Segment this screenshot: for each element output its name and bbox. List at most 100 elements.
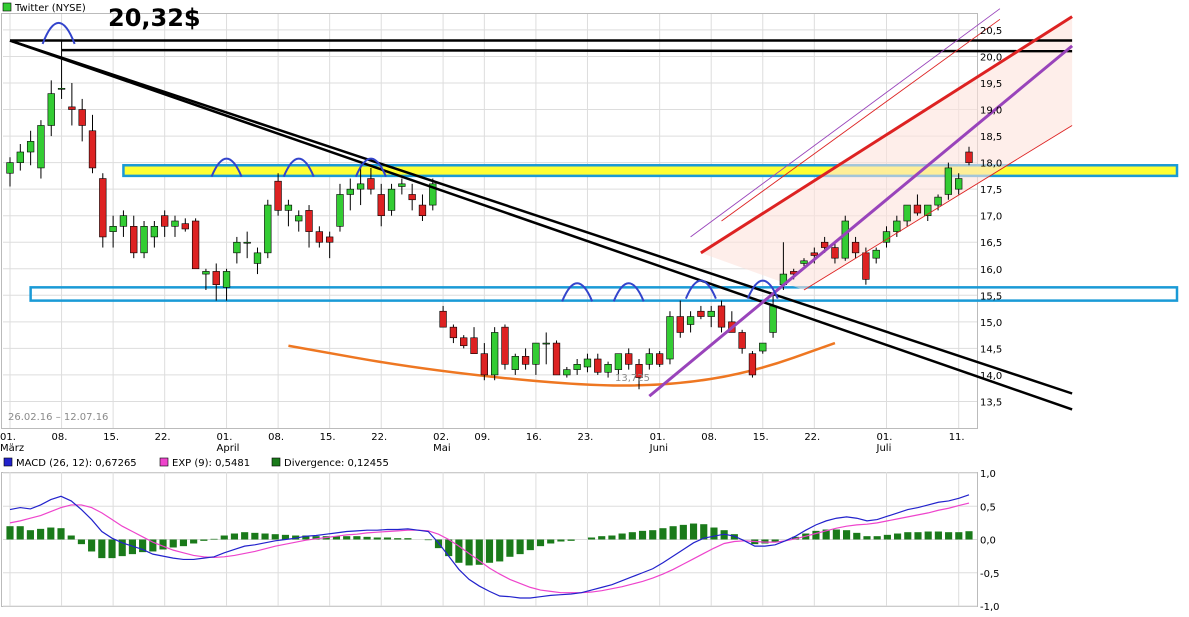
candle-body: [748, 353, 757, 376]
candle-body: [800, 260, 808, 264]
candle-body: [253, 252, 262, 264]
divergence-bar: [700, 524, 708, 540]
candle-body: [130, 226, 138, 254]
divergence-bar: [251, 532, 259, 540]
divergence-bar: [404, 538, 412, 540]
date-tick-label: 15.: [753, 432, 769, 443]
divergence-bar: [843, 530, 851, 540]
divergence-bar: [659, 528, 667, 540]
candle-body: [243, 241, 251, 244]
divergence-bar: [394, 538, 402, 540]
macd-legend-icon: [3, 457, 13, 467]
candle-body: [738, 332, 746, 349]
candle-body: [161, 215, 169, 227]
divergence-bar: [485, 539, 494, 563]
candle-body: [944, 167, 953, 195]
macd-y-axis: 1,0 0,5 0,0 -0,5 -1,0: [980, 469, 1000, 613]
month-label: Juli: [876, 443, 892, 454]
candle-body: [676, 316, 684, 333]
divergence-bar: [424, 539, 432, 541]
exp-legend-label: EXP (9): 0,5481: [172, 458, 250, 469]
price-tick-label: 15,0: [980, 318, 1002, 329]
candle-body: [686, 316, 695, 325]
candle-body: [501, 326, 509, 365]
macd-tick-label: -1,0: [980, 602, 1000, 613]
candle-body: [47, 93, 55, 126]
candle-body: [717, 305, 726, 328]
instrument-legend-icon: [2, 2, 12, 12]
divergence-bar: [353, 536, 361, 540]
divergence-bar: [383, 537, 392, 540]
divergence-bar: [812, 530, 820, 540]
divergence-bar: [281, 534, 290, 540]
candle-body: [140, 226, 148, 254]
candle-body: [614, 353, 623, 370]
divergence-bar: [904, 532, 912, 540]
month-label: Juni: [649, 443, 668, 454]
divergence-legend-label: Divergence: 0,12455: [284, 458, 389, 469]
candle-body: [233, 241, 241, 254]
price-tick-label: 14,5: [980, 344, 1002, 355]
divergence-bar: [210, 538, 218, 540]
divergence-bar: [649, 530, 657, 540]
yellow-resistance-zone: [122, 164, 1179, 178]
red-thin-upper: [721, 18, 1001, 222]
exp-legend-icon: [159, 457, 169, 467]
candle-body: [655, 353, 664, 365]
divergence-bar: [108, 539, 116, 559]
candle-body: [573, 364, 581, 370]
divergence-bar: [628, 532, 636, 540]
candle-body: [759, 342, 767, 352]
candle-body: [356, 183, 365, 190]
divergence-bar: [261, 533, 269, 540]
divergence-bar: [434, 539, 443, 549]
price-tick-label: 14,0: [980, 371, 1002, 382]
candle-body: [831, 247, 839, 259]
candle-body: [480, 353, 488, 376]
divergence-bar: [669, 526, 677, 540]
divergence-bar: [567, 539, 575, 541]
divergence-bar: [853, 532, 861, 540]
candle-body: [635, 364, 643, 378]
purple-thin-trend: [690, 8, 1001, 238]
divergence-bar: [914, 532, 922, 540]
black-downtrend-lower: [9, 39, 1073, 411]
date-tick-label: 01.: [650, 432, 666, 443]
candle-body: [264, 204, 272, 254]
price-tick-label: 17,0: [980, 212, 1002, 223]
candle-body: [594, 358, 602, 373]
pattern-arc: [561, 282, 594, 302]
low-annotation: 13,725: [615, 373, 650, 384]
macd-tick-label: 1,0: [980, 469, 996, 480]
candle-body: [439, 310, 447, 328]
divergence-bar: [638, 530, 647, 540]
candle-body: [16, 151, 24, 163]
candle-body: [769, 305, 777, 333]
divergence-bars: [6, 523, 973, 566]
date-tick-label: 09.: [474, 432, 490, 443]
red-uptrend: [700, 15, 1073, 255]
price-tick-label: 18,5: [980, 132, 1002, 143]
candle-body: [862, 252, 870, 280]
pattern-arc: [354, 157, 387, 177]
price-tick-label: 19,5: [980, 79, 1002, 90]
price-tick-label: 19,0: [980, 106, 1002, 117]
divergence-bar: [516, 539, 524, 555]
divergence-bar: [77, 539, 85, 545]
candle-body: [872, 249, 880, 259]
candle-body: [336, 194, 344, 227]
candle-body: [202, 271, 210, 275]
divergence-bar: [465, 539, 473, 566]
divergence-bar: [220, 535, 228, 540]
date-tick-label: 08.: [701, 432, 717, 443]
date-tick-label: 16.: [526, 432, 542, 443]
divergence-bar: [16, 526, 24, 540]
candle-body: [78, 109, 86, 126]
candle-body: [6, 162, 14, 174]
divergence-bar: [169, 539, 177, 548]
divergence-bar: [679, 524, 687, 540]
candle-body: [408, 194, 416, 201]
candle-body: [119, 215, 128, 227]
candle-body: [583, 358, 592, 368]
